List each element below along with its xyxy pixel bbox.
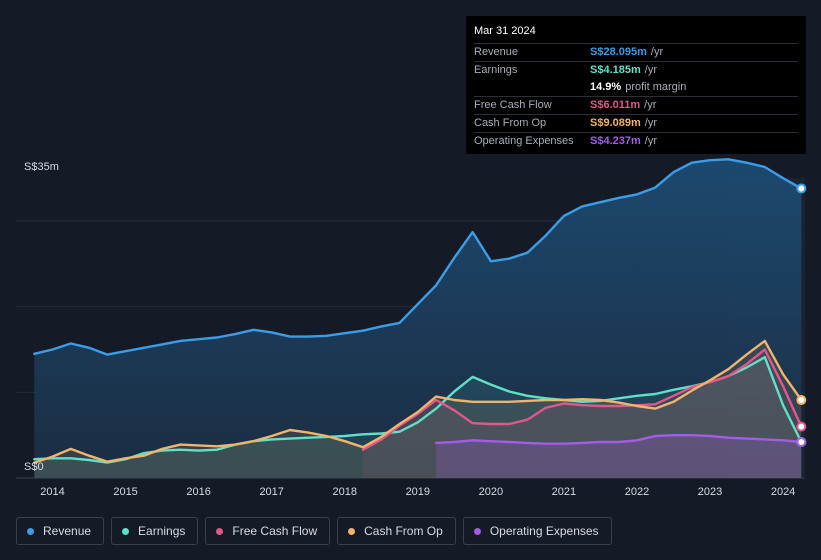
tooltip-label: Earnings	[474, 64, 518, 76]
operating-expenses-line	[434, 434, 803, 445]
revenue-dot-icon	[27, 527, 34, 535]
revenue-area	[34, 159, 802, 479]
x-axis-tick-label: 2021	[552, 486, 576, 498]
legend-label: Operating Expenses	[489, 524, 599, 538]
tooltip-label	[474, 79, 590, 96]
x-axis-tick-label: 2019	[406, 486, 430, 498]
cash-from-op-line	[33, 339, 803, 464]
x-axis-tick-label: 2020	[479, 486, 503, 498]
cash-from-op-area	[34, 340, 802, 478]
legend-item-free-cash-flow[interactable]: Free Cash Flow	[205, 517, 331, 545]
tooltip-unit: profit margin	[625, 81, 687, 93]
free-cash-flow-line	[361, 348, 803, 451]
legend-item-revenue[interactable]: Revenue	[16, 517, 105, 545]
tooltip-value: S$4.185m	[590, 64, 641, 76]
earnings-line	[33, 356, 803, 464]
y-axis-zero-label: S$0	[24, 461, 44, 473]
revenue-line	[33, 158, 803, 356]
legend-item-cash-from-op[interactable]: Cash From Op	[337, 517, 456, 545]
tooltip-panel: Mar 31 2024 Revenue S$28.095m /yr Earnin…	[466, 16, 806, 154]
legend-label: Free Cash Flow	[232, 524, 318, 538]
tooltip-label: Revenue	[474, 46, 519, 58]
x-axis-tick-label: 2016	[186, 486, 210, 498]
tooltip-row-free-cash-flow: Free Cash Flow S$6.011m /yr	[474, 96, 798, 114]
legend-label: Cash From Op	[364, 524, 443, 538]
tooltip-unit: /yr	[650, 46, 664, 58]
tooltip-unit: /yr	[644, 135, 657, 147]
legend-label: Earnings	[138, 524, 186, 538]
tooltip-label: Operating Expenses	[474, 135, 574, 147]
revenue-end-marker	[796, 183, 807, 194]
tooltip-value: S$6.011m	[590, 99, 641, 111]
legend-item-operating-expenses[interactable]: Operating Expenses	[462, 517, 612, 545]
x-axis-tick-label: 2018	[333, 486, 357, 498]
operating-expenses-dot-icon	[473, 527, 481, 535]
tooltip-row-operating-expenses: Operating Expenses S$4.237m /yr	[474, 132, 798, 150]
x-axis-tick-label: 2017	[259, 486, 283, 498]
x-axis-tick-label: 2023	[698, 486, 722, 498]
x-axis-tick-label: 2024	[771, 486, 795, 498]
free-cash-flow-dot-icon	[216, 527, 224, 535]
tooltip-unit: /yr	[644, 64, 657, 76]
tooltip-label: Free Cash Flow	[474, 99, 552, 111]
tooltip-value: S$9.089m	[590, 117, 641, 129]
tooltip-label: Cash From Op	[474, 117, 547, 129]
free-cash-flow-end-marker	[796, 421, 807, 432]
tooltip-date: Mar 31 2024	[474, 25, 536, 37]
cash-from-op-end-marker	[796, 395, 807, 406]
earnings-dot-icon	[122, 527, 130, 535]
legend: Revenue Earnings Free Cash Flow Cash Fro…	[16, 517, 619, 547]
x-axis-tick-label: 2014	[40, 486, 64, 498]
tooltip-unit: /yr	[644, 117, 657, 129]
legend-label: Revenue	[43, 524, 92, 538]
tooltip-value: S$4.237m	[590, 135, 641, 147]
free-cash-flow-area	[363, 349, 802, 478]
legend-item-earnings[interactable]: Earnings	[111, 517, 199, 545]
y-axis-top-label: S$35m	[24, 161, 59, 173]
x-axis-tick-label: 2015	[113, 486, 137, 498]
operating-expenses-area	[436, 435, 802, 478]
tooltip-value: S$28.095m	[590, 46, 647, 58]
tooltip-row-cash-from-op: Cash From Op S$9.089m /yr	[474, 114, 798, 132]
tooltip-unit: /yr	[644, 99, 657, 111]
x-axis-tick-label: 2022	[625, 486, 649, 498]
tooltip-value: 14.9%	[590, 81, 622, 93]
tooltip-row-earnings: Earnings S$4.185m /yr	[474, 61, 798, 79]
operating-expenses-end-marker	[796, 437, 807, 448]
tooltip-row-profit-margin: 14.9% profit margin	[474, 79, 798, 96]
tooltip-row-revenue: Revenue S$28.095m /yr	[474, 43, 798, 61]
cash-from-op-dot-icon	[348, 527, 356, 535]
